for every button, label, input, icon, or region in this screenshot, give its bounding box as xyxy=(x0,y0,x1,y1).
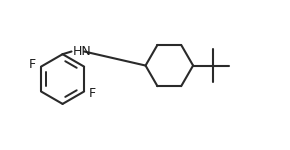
Text: HN: HN xyxy=(73,45,92,58)
Text: F: F xyxy=(29,58,36,71)
Text: F: F xyxy=(89,87,96,100)
